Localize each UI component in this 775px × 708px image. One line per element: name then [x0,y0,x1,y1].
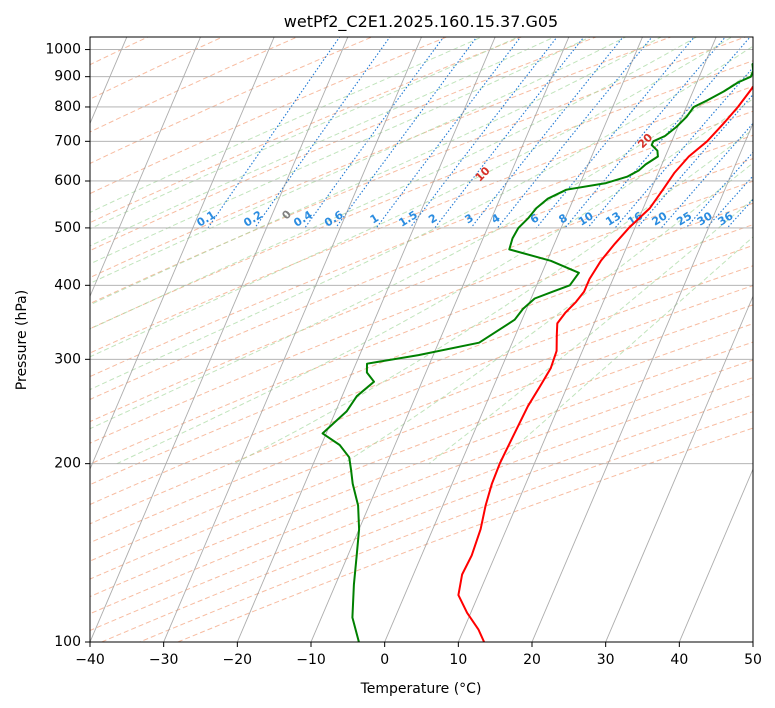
y-tick-label: 100 [54,634,81,650]
dry-adiabat [90,37,598,252]
x-tick-label: −40 [75,652,105,668]
moist-adiabat [90,37,556,247]
y-axis-label: Pressure (hPa) [14,290,30,390]
plot-frame [89,36,754,643]
mixing-ratio-line [587,37,751,229]
mixing-ratio-line [497,37,653,229]
moist-adiabat [90,37,663,306]
axes-layer: −40 −30 −20 −10 0 10 20 30 40 50 100 200 300 400 500 60… [45,42,762,668]
x-tick-label: 10 [449,652,467,668]
y-tick-label: 700 [54,133,81,149]
mixing-ratio-line [409,37,558,229]
moist-adiabat [233,128,753,465]
moist-adiabat [90,37,520,230]
moist-adiabat [116,98,753,465]
y-tick-label: 500 [54,220,81,236]
dry-adiabat [90,85,753,354]
grid-layer: 0.1 0.2 0.4 0.6 1 1.5 2 3 4 6 8 10 13 16 20 25 30 3601020… [90,37,753,642]
x-tick-label: −30 [149,652,179,668]
y-tick-label: 600 [54,173,81,189]
isotherm [310,37,570,642]
y-tick-label: 200 [54,456,81,472]
y-tick-label: 300 [54,351,81,367]
dry-adiabat [90,37,523,224]
y-tick-label: 1000 [45,42,81,58]
dry-adiabat [90,244,753,505]
x-tick-label: −20 [223,652,253,668]
dry-adiabat [90,60,753,330]
isotherm [531,122,753,642]
y-tick-label: 800 [54,99,81,115]
moist-adiabat [90,37,698,330]
moist-adiabat [495,236,753,465]
isotherm [236,37,496,642]
moist-adiabat [90,45,753,391]
x-tick-label: −10 [296,652,326,668]
isotherm [605,295,753,642]
isotherm [163,37,422,642]
data-layer [321,62,753,642]
isotherm [90,37,349,642]
isotherm [457,37,717,642]
chart-title: wetPf2_C2E1.2025.160.15.37.G05 [284,12,558,32]
isotherm [384,37,643,642]
mixing-ratio-line [470,37,624,229]
moist-adiabat [428,198,753,465]
isotherm [90,37,201,298]
dry-adiabat [90,110,753,378]
mixing-ratio-line [254,37,391,229]
mixing-ratio-line [685,151,753,229]
mixing-ratio-line [434,37,585,229]
x-tick-label: 20 [523,652,541,668]
temperature-profile [457,85,753,642]
y-tick-label: 900 [54,69,81,85]
mixing-ratio-line [207,37,341,229]
dry-adiabat [90,359,753,615]
dry-adiabat [90,304,753,562]
dry-adiabat [90,202,753,465]
moist-adiabat [90,37,627,284]
x-tick-label: 30 [597,652,615,668]
mixing-ratio-line [335,37,478,229]
isotherm [90,37,275,471]
dry-adiabat [138,411,753,642]
dry-adiabat [100,394,753,642]
dry-adiabat [90,323,753,580]
dry-adiabat [90,134,753,400]
moist-adiabat [90,70,753,430]
x-tick-label: 0 [380,652,389,668]
x-axis-label: Temperature (°C) [360,681,482,697]
dry-adiabat [90,180,753,444]
isotherm [678,467,753,642]
dry-adiabat [176,427,753,642]
mixing-ratio-line [375,37,522,229]
dry-adiabat [90,37,747,305]
mixing-ratio-line [636,93,753,229]
dewpoint-profile [321,62,753,642]
dry-adiabat [90,377,753,632]
y-tick-label: 400 [54,277,81,293]
dry-adiabat [90,341,753,598]
x-tick-label: 50 [744,652,762,668]
dry-adiabat [90,37,448,195]
mixing-ratio-line [564,37,727,229]
x-tick-label: 40 [670,652,688,668]
moist-adiabat [90,37,733,358]
